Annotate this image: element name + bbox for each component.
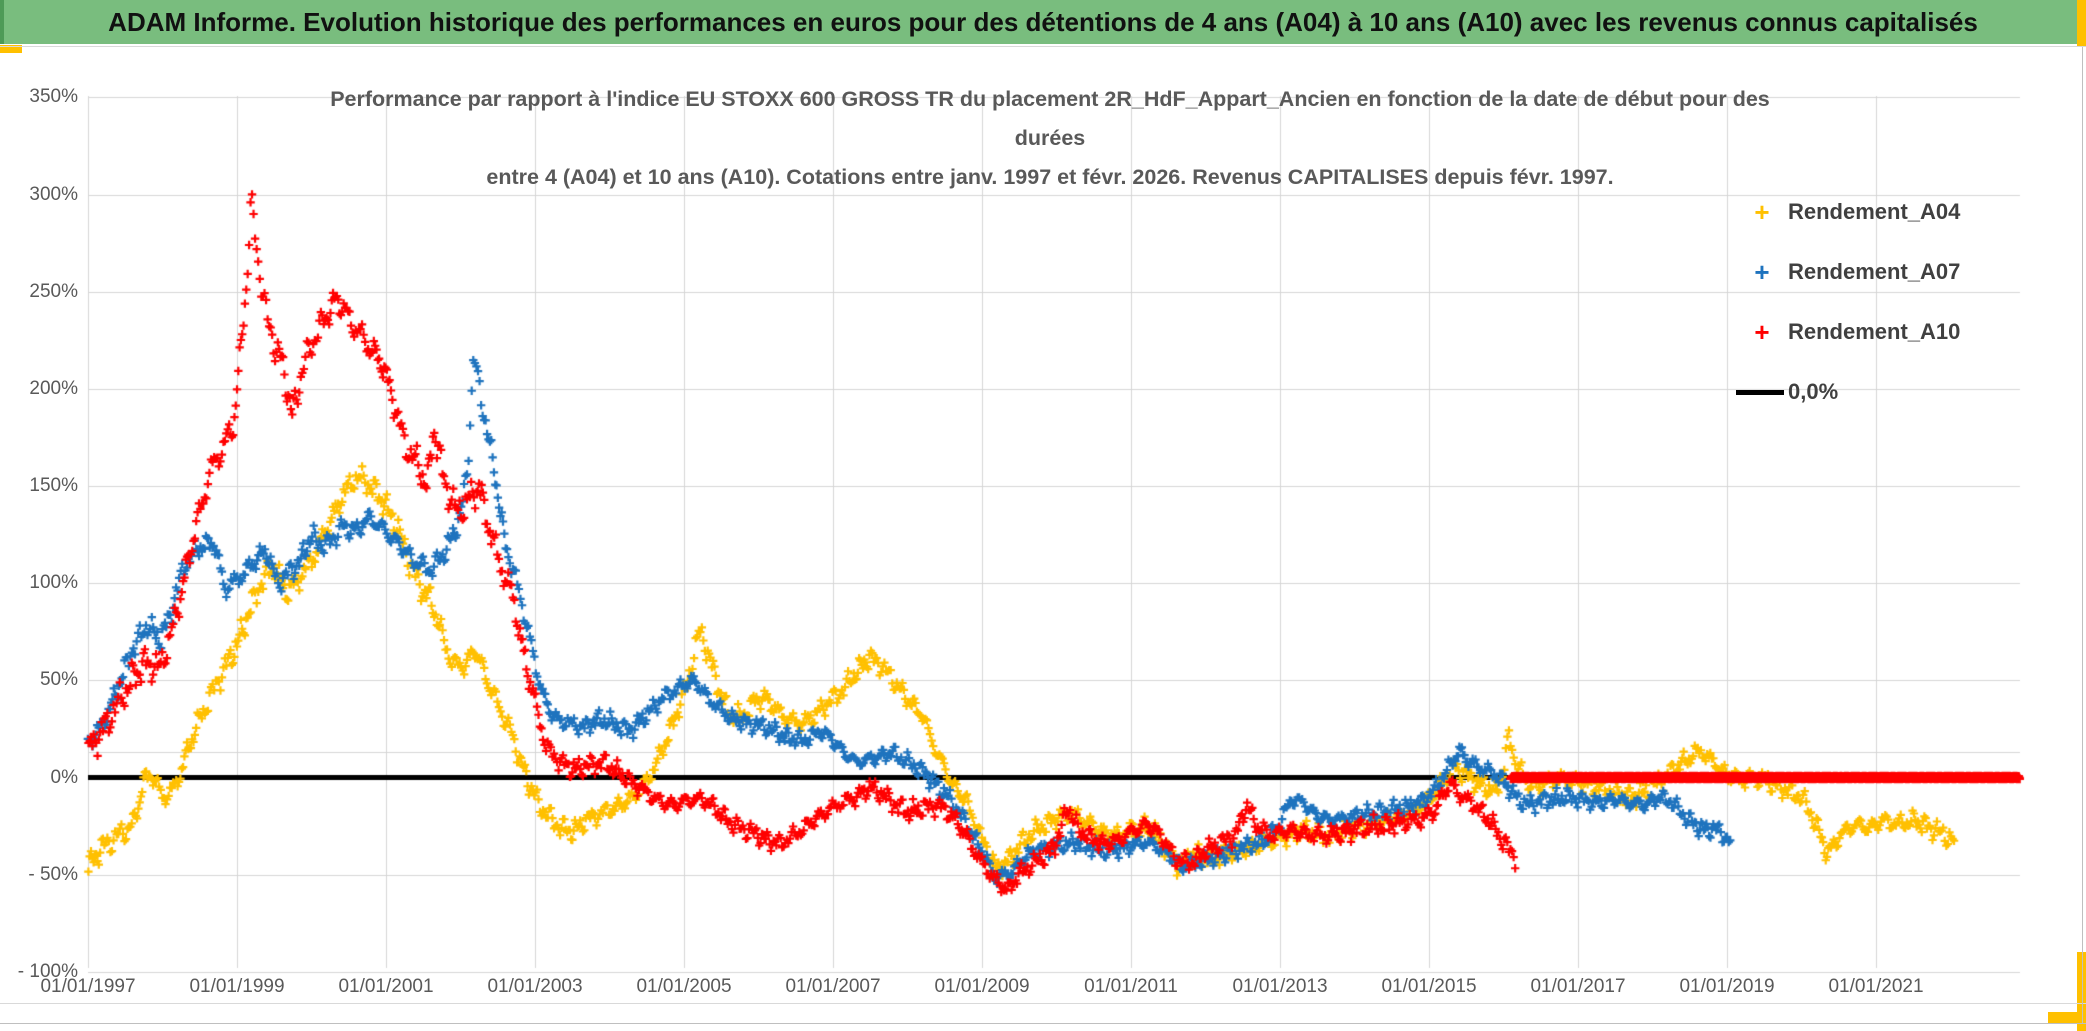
y-axis-label: - 50%	[28, 863, 78, 885]
chart-legend[interactable]: + Rendement_A04 + Rendement_A07 + Rendement_A…	[1736, 182, 1960, 422]
y-axis-label: 150%	[29, 475, 78, 497]
x-axis-label: 01/01/2015	[1381, 976, 1477, 997]
chart-title-line-2: durées	[1014, 126, 1086, 150]
x-axis-label: 01/01/2021	[1828, 976, 1924, 997]
legend-line-marker-icon	[1736, 389, 1784, 395]
legend-label: Rendement_A07	[1788, 259, 1961, 284]
chart-title[interactable]: Performance par rapport à l'indice EU ST…	[250, 80, 1850, 197]
y-axis-label: 200%	[29, 377, 78, 399]
legend-item-0-0-[interactable]: 0,0%	[1736, 362, 1960, 422]
x-axis-label: 01/01/1999	[189, 976, 285, 997]
x-axis-label: 01/01/2019	[1679, 976, 1775, 997]
y-axis-label: - 100%	[17, 960, 78, 982]
chart-title-line-1: Performance par rapport à l'indice EU ST…	[330, 87, 1770, 111]
x-axis-label: 01/01/2011	[1084, 976, 1178, 997]
legend-plus-marker-icon: +	[1754, 197, 1770, 227]
y-axis-label: 50%	[39, 669, 78, 691]
legend-item-rendement-a04[interactable]: + Rendement_A04	[1736, 182, 1960, 242]
y-axis-label: 250%	[29, 280, 78, 302]
x-axis-label: 01/01/2013	[1232, 976, 1328, 997]
legend-item-rendement-a10[interactable]: + Rendement_A10	[1736, 302, 1960, 362]
legend-label: Rendement_A04	[1788, 199, 1961, 224]
legend-plus-marker-icon: +	[1754, 317, 1770, 347]
y-axis-label: 100%	[29, 572, 78, 594]
x-axis-label: 01/01/2003	[487, 976, 583, 997]
x-axis-label: 01/01/2009	[934, 976, 1030, 997]
legend-label: Rendement_A10	[1788, 319, 1961, 344]
y-axis-label: 0%	[50, 766, 78, 788]
x-axis-label: 01/01/2007	[785, 976, 881, 997]
x-axis-label: 01/01/2001	[338, 976, 434, 997]
legend-item-rendement-a07[interactable]: + Rendement_A07	[1736, 242, 1960, 302]
x-axis-label: 01/01/2017	[1530, 976, 1626, 997]
y-axis-label: 300%	[29, 183, 78, 205]
chart-title-line-3: entre 4 (A04) et 10 ans (A10). Cotations…	[486, 165, 1614, 189]
legend-plus-marker-icon: +	[1754, 257, 1770, 287]
legend-label: 0,0%	[1788, 379, 1839, 404]
x-axis-label: 01/01/2005	[636, 976, 732, 997]
y-axis-label: 350%	[29, 86, 78, 108]
x-axis-label: 01/01/1997	[40, 976, 136, 997]
